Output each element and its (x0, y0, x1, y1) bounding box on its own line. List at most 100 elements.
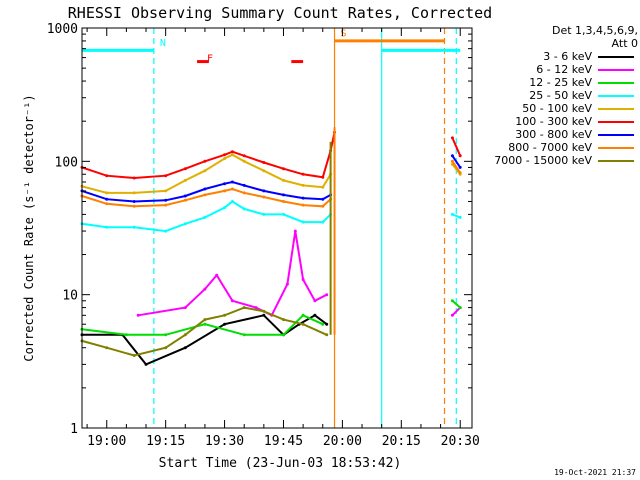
series-line-4-0 (81, 153, 332, 194)
point-1-0-3 (215, 273, 219, 277)
point-4-0-9 (262, 169, 266, 173)
legend-swatch (598, 56, 634, 58)
marker-s: S (341, 29, 347, 40)
marker-n: N (160, 38, 166, 49)
legend-swatch (598, 95, 634, 97)
point-8-0-11 (325, 333, 329, 337)
point-2-1-0 (450, 299, 454, 303)
legend-label: 100 - 300 keV (515, 115, 592, 128)
point-0-0-5 (262, 313, 266, 317)
point-8-0-4 (183, 333, 187, 337)
point-5-0-1 (105, 174, 109, 178)
series-line-8-0 (81, 306, 328, 357)
x-tick-label-3: 19:45 (264, 434, 303, 449)
point-3-0-7 (230, 200, 234, 203)
point-7-0-11 (301, 203, 305, 207)
legend-label: 7000 - 15000 keV (494, 154, 592, 167)
point-0-0-8 (313, 313, 317, 317)
x-axis: 19:00 19:15 19:30 19:45 20:00 20:15 20:30 (86, 28, 480, 449)
series-line-0-0 (82, 314, 328, 366)
point-3-0-4 (183, 222, 187, 226)
point-8-0-1 (105, 346, 109, 350)
series-line-2-0 (81, 314, 324, 336)
chart-title: RHESSI Observing Summary Count Rates, Co… (68, 4, 492, 22)
point-1-1-0 (450, 313, 454, 317)
point-7-0-10 (282, 200, 285, 203)
x-tick-label-2: 19:30 (205, 434, 244, 449)
legend-label: 12 - 25 keV (529, 76, 592, 89)
point-4-0-12 (321, 185, 325, 189)
series-line-5-1 (451, 137, 462, 157)
point-1-0-7 (285, 282, 289, 286)
point-4-0-6 (223, 157, 227, 160)
point-3-0-12 (321, 220, 325, 224)
legend: Det 1,3,4,5,6,9, Att 0 3 - 6 keV 6 - 12 k… (478, 24, 638, 167)
point-5-0-9 (262, 161, 266, 164)
point-2-0-5 (282, 333, 285, 337)
point-6-0-5 (203, 187, 207, 191)
legend-label: 3 - 6 keV (543, 50, 592, 63)
point-6-0-1 (105, 197, 109, 201)
point-8-0-10 (301, 322, 305, 326)
point-1-0-0 (136, 313, 140, 317)
marker-f: F (207, 54, 213, 65)
x-tick-label-1: 19:15 (146, 434, 185, 449)
point-8-0-6 (223, 313, 227, 317)
point-7-0-4 (183, 198, 187, 202)
point-5-0-4 (183, 167, 187, 171)
legend-item: 7000 - 15000 keV (478, 154, 638, 167)
point-8-0-8 (262, 309, 266, 313)
point-6-0-11 (301, 196, 305, 200)
plot-frame (81, 27, 473, 429)
series-line-1-0 (138, 230, 328, 317)
legend-item: 6 - 12 keV (478, 63, 638, 76)
point-1-0-10 (313, 299, 317, 303)
point-3-0-5 (203, 215, 207, 219)
point-8-0-9 (282, 318, 285, 322)
point-3-0-11 (301, 220, 305, 224)
y-tick-label-1: 10 (62, 289, 78, 304)
legend-item: 3 - 6 keV (478, 50, 638, 63)
point-3-0-8 (242, 207, 246, 211)
legend-item: 100 - 300 keV (478, 115, 638, 128)
point-1-0-4 (230, 299, 234, 303)
point-7-0-7 (230, 187, 234, 191)
legend-swatch (598, 82, 634, 84)
legend-swatch (598, 147, 634, 149)
point-8-0-7 (242, 306, 246, 310)
point-6-0-10 (282, 193, 285, 197)
point-6-0-3 (164, 198, 168, 202)
point-7-0-2 (132, 204, 136, 208)
point-7-0-12 (321, 204, 325, 208)
y-tick-label-0: 1 (70, 422, 78, 437)
point-0-0-9 (325, 322, 329, 326)
point-6-0-12 (321, 197, 325, 201)
point-6-1-1 (458, 165, 462, 169)
legend-label: 800 - 7000 keV (508, 141, 592, 154)
point-5-0-7 (230, 150, 234, 154)
point-5-0-6 (223, 153, 227, 157)
series-line-6-1 (451, 155, 462, 168)
point-1-0-1 (183, 306, 187, 310)
point-2-0-1 (124, 333, 128, 337)
x-tick-label-6: 20:30 (441, 434, 480, 449)
point-7-0-8 (242, 191, 246, 195)
point-4-0-10 (282, 178, 285, 182)
y-tick-label-2: 100 (55, 155, 78, 170)
legend-swatch (598, 134, 634, 136)
point-3-1-0 (450, 212, 454, 216)
point-4-0-11 (301, 183, 305, 187)
plot-area: N F S (80, 28, 462, 428)
point-7-0-1 (105, 202, 109, 206)
point-4-0-3 (164, 189, 168, 193)
point-1-0-8 (293, 229, 297, 233)
point-8-0-5 (203, 318, 207, 322)
point-7-0-3 (164, 203, 168, 207)
legend-swatch (598, 121, 634, 123)
point-2-0-7 (321, 322, 325, 326)
legend-label: 6 - 12 keV (536, 63, 592, 76)
y-axis-label: Corrected Count Rate (s⁻¹ detector⁻¹) (22, 94, 36, 361)
series-line-3-0 (81, 200, 332, 233)
point-3-0-6 (223, 206, 227, 210)
